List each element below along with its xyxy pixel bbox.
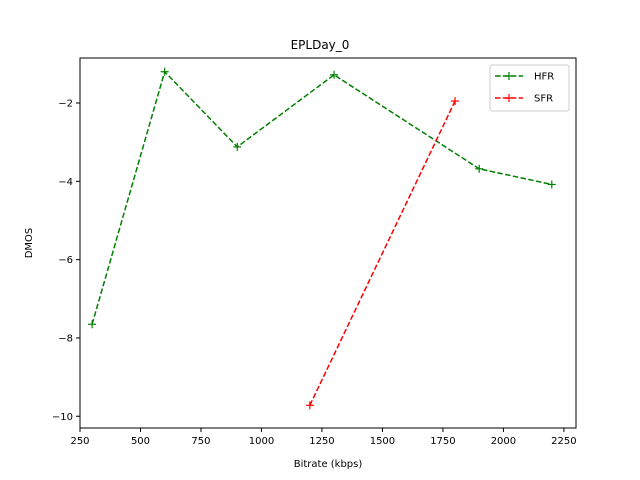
legend-marker xyxy=(505,72,513,80)
y-tick-label: −10 xyxy=(52,412,73,423)
data-point-hfr xyxy=(160,67,169,76)
data-point-hfr xyxy=(330,70,339,79)
legend: HFR SFR xyxy=(489,64,570,112)
legend-entry-hfr: HFR xyxy=(495,72,554,83)
y-tick-label: −6 xyxy=(58,255,73,266)
x-axis-label: Bitrate (kbps) xyxy=(294,459,363,470)
y-axis: −10 −8 −6 −4 −2 xyxy=(52,99,80,423)
series-line-hfr xyxy=(91,70,552,325)
y-tick-label: −2 xyxy=(58,99,73,110)
y-tick-label: −4 xyxy=(58,177,73,188)
legend-label: SFR xyxy=(534,94,553,105)
data-point-hfr xyxy=(475,164,484,173)
x-tick-label: 1500 xyxy=(370,436,395,447)
plot-frame xyxy=(79,57,577,429)
x-tick-label: 1000 xyxy=(249,436,274,447)
legend-label: HFR xyxy=(534,72,554,83)
y-axis-label: DMOS xyxy=(24,228,35,259)
legend-entry-sfr: SFR xyxy=(495,94,553,105)
plot-area xyxy=(88,67,556,410)
chart-title: EPLDay_0 xyxy=(291,38,350,52)
x-tick-label: 750 xyxy=(191,436,210,447)
series-line-sfr xyxy=(309,100,456,406)
legend-box xyxy=(489,64,570,112)
data-point-hfr xyxy=(88,320,97,329)
x-tick-label: 250 xyxy=(70,436,89,447)
x-axis: 250 500 750 1000 1250 1500 1750 2000 2250 xyxy=(70,428,577,447)
data-point-sfr xyxy=(305,401,314,410)
legend-marker xyxy=(505,94,513,102)
y-tick-label: −8 xyxy=(58,333,73,344)
x-tick-label: 2250 xyxy=(551,436,576,447)
data-point-hfr xyxy=(233,142,242,151)
x-tick-label: 500 xyxy=(131,436,150,447)
data-point-sfr xyxy=(451,97,460,106)
x-tick-label: 1750 xyxy=(430,436,455,447)
data-point-hfr xyxy=(547,180,556,189)
x-tick-label: 1250 xyxy=(309,436,334,447)
x-tick-label: 2000 xyxy=(491,436,516,447)
